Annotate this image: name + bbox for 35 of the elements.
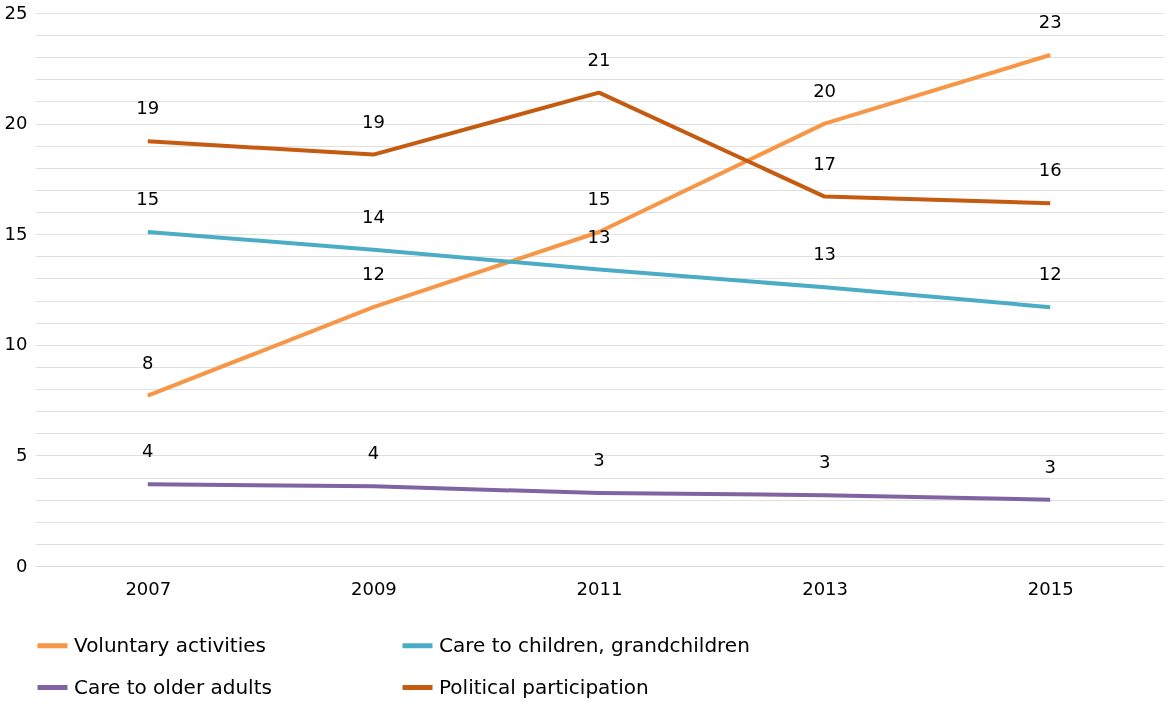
y-tick-label: 0 (16, 554, 28, 576)
data-label: 19 (361, 110, 385, 132)
data-label: 13 (813, 243, 837, 265)
data-label: 3 (818, 451, 831, 473)
data-label: 15 (136, 187, 160, 209)
line-series (145, 482, 1053, 502)
data-label: 12 (1038, 263, 1062, 285)
y-tick-label: 25 (4, 1, 28, 23)
data-label: 3 (1044, 455, 1056, 477)
legend-label: Political participation (439, 674, 649, 699)
data-label: 15 (587, 187, 611, 209)
y-tick-label: 15 (4, 222, 28, 244)
data-label: 21 (587, 48, 611, 70)
data-label: 14 (361, 205, 385, 227)
data-label: 3 (593, 449, 605, 470)
data-label: 8 (142, 351, 154, 373)
legend-label: Voluntary activities (74, 632, 266, 657)
data-label: 16 (1038, 159, 1062, 181)
data-label: 23 (1038, 11, 1062, 33)
legend-label: Care to children, grandchildren (439, 632, 750, 657)
x-tick-label: 2007 (125, 577, 172, 599)
data-label: 12 (361, 263, 385, 285)
x-tick-label: 2009 (350, 577, 397, 599)
y-tick-label: 10 (4, 333, 28, 355)
legend-label: Care to older adults (74, 674, 272, 699)
x-tick-label: 2011 (576, 577, 623, 599)
y-tick-label: 20 (4, 112, 28, 134)
data-label: 17 (813, 152, 837, 174)
x-tick-label: 2013 (802, 577, 849, 599)
data-label: 4 (367, 442, 380, 464)
data-label: 20 (813, 79, 837, 101)
data-label: 19 (136, 97, 160, 119)
y-tick-label: 5 (16, 443, 28, 465)
data-label: 4 (142, 440, 154, 462)
x-tick-label: 2015 (1027, 577, 1074, 599)
